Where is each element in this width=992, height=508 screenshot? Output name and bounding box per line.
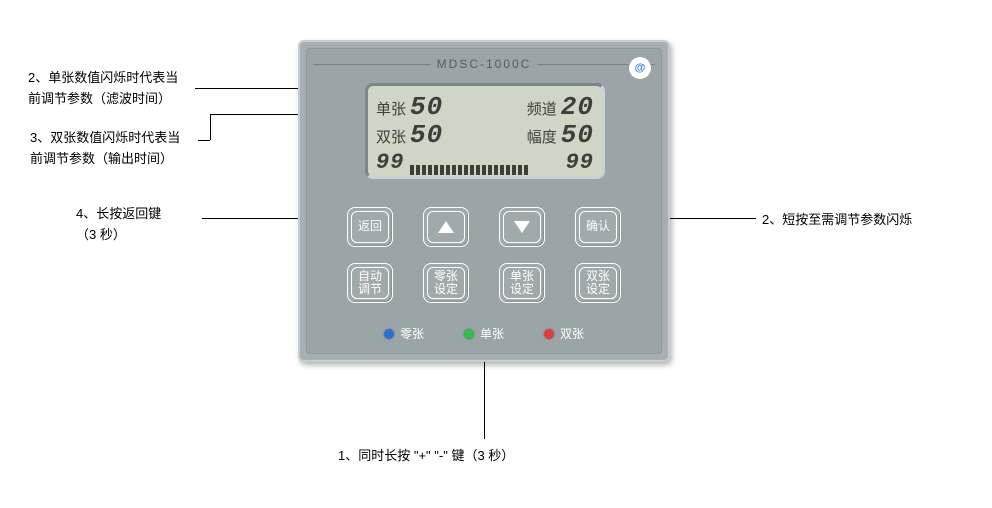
led-double: 双张 bbox=[544, 325, 584, 342]
label-l2: 设定 bbox=[510, 283, 534, 296]
lcd-value-channel: 20 bbox=[561, 92, 594, 122]
lcd-row-1: 单张 50 频道 20 bbox=[376, 92, 594, 120]
led-dot-icon bbox=[384, 329, 394, 339]
led-zero: 零张 bbox=[384, 325, 424, 342]
lcd-bottom-right: 99 bbox=[566, 150, 594, 175]
lcd-label-amplitude: 幅度 bbox=[527, 126, 557, 147]
lcd-row-2: 双张 50 幅度 50 bbox=[376, 120, 594, 148]
lcd-value-double: 50 bbox=[410, 120, 443, 150]
text: 2、短按至需调节参数闪烁 bbox=[762, 212, 912, 227]
triangle-up-icon bbox=[438, 221, 454, 233]
bar-segment bbox=[482, 165, 486, 175]
plus-button[interactable] bbox=[423, 207, 469, 247]
led-label: 单张 bbox=[480, 325, 504, 342]
text: 4、长按返回键 bbox=[76, 206, 161, 221]
led-label: 零张 bbox=[400, 325, 424, 342]
lcd-bargraph bbox=[410, 161, 559, 175]
annotation-single-blink: 2、单张数值闪烁时代表当 前调节参数（滤波时间） bbox=[28, 68, 198, 110]
lcd-label-channel: 频道 bbox=[527, 98, 557, 119]
annotation-longpress-back: 4、长按返回键 （3 秒） bbox=[76, 204, 216, 246]
controller-panel: MDSC-1000C @ 单张 50 频道 20 双张 50 bbox=[298, 40, 670, 362]
led-row: 零张 单张 双张 bbox=[307, 325, 661, 342]
text: 2、单张数值闪烁时代表当 bbox=[28, 70, 178, 85]
bar-segment bbox=[500, 165, 504, 175]
button-row-2: 自动 调节 零张 设定 单张 设定 双张 设定 bbox=[307, 263, 661, 303]
lcd-label-single: 单张 bbox=[376, 98, 406, 119]
bar-segment bbox=[434, 165, 438, 175]
single-set-button[interactable]: 单张 设定 bbox=[499, 263, 545, 303]
back-button[interactable]: 返回 bbox=[347, 207, 393, 247]
bar-segment bbox=[440, 165, 444, 175]
lcd-value-single: 50 bbox=[410, 92, 443, 122]
pointer-line bbox=[210, 114, 211, 140]
label-l2: 设定 bbox=[434, 283, 458, 296]
model-title-row: MDSC-1000C bbox=[307, 57, 661, 71]
bar-segment bbox=[458, 165, 462, 175]
bar-segment bbox=[446, 165, 450, 175]
text: （3 秒） bbox=[76, 227, 126, 242]
annotation-double-blink: 3、双张数值闪烁时代表当 前调节参数（输出时间） bbox=[30, 128, 200, 170]
bar-segment bbox=[452, 165, 456, 175]
bar-segment bbox=[422, 165, 426, 175]
bar-segment bbox=[494, 165, 498, 175]
minus-button[interactable] bbox=[499, 207, 545, 247]
bar-segment bbox=[416, 165, 420, 175]
lcd-value-amplitude: 50 bbox=[561, 120, 594, 150]
lcd-bottom-row: 99 99 bbox=[376, 150, 594, 175]
text: 1、同时长按 "+" "-" 键（3 秒） bbox=[338, 448, 514, 463]
model-label: MDSC-1000C bbox=[437, 57, 532, 71]
text: 前调节参数（输出时间） bbox=[30, 151, 173, 166]
panel-inner: MDSC-1000C @ 单张 50 频道 20 双张 50 bbox=[306, 48, 662, 354]
led-single: 单张 bbox=[464, 325, 504, 342]
bar-segment bbox=[410, 165, 414, 175]
label: 确认 bbox=[586, 220, 610, 233]
auto-adjust-button[interactable]: 自动 调节 bbox=[347, 263, 393, 303]
text: 前调节参数（滤波时间） bbox=[28, 91, 171, 106]
bar-segment bbox=[488, 165, 492, 175]
double-set-button[interactable]: 双张 设定 bbox=[575, 263, 621, 303]
pointer-line bbox=[198, 140, 210, 141]
bar-segment bbox=[524, 165, 528, 175]
bar-segment bbox=[518, 165, 522, 175]
title-rule bbox=[313, 64, 431, 65]
label-l2: 设定 bbox=[586, 283, 610, 296]
bar-segment bbox=[428, 165, 432, 175]
confirm-button[interactable]: 确认 bbox=[575, 207, 621, 247]
lcd-bottom-left: 99 bbox=[376, 150, 404, 175]
bar-segment bbox=[512, 165, 516, 175]
bar-segment bbox=[470, 165, 474, 175]
bar-segment bbox=[476, 165, 480, 175]
bar-segment bbox=[506, 165, 510, 175]
annotation-shortpress-confirm: 2、短按至需调节参数闪烁 bbox=[762, 210, 912, 231]
lcd-label-double: 双张 bbox=[376, 126, 406, 147]
brand-logo-icon: @ bbox=[629, 57, 651, 79]
bar-segment bbox=[464, 165, 468, 175]
led-dot-icon bbox=[544, 329, 554, 339]
text: 3、双张数值闪烁时代表当 bbox=[30, 130, 180, 145]
triangle-down-icon bbox=[514, 221, 530, 233]
button-row-1: 返回 确认 bbox=[307, 207, 661, 247]
led-label: 双张 bbox=[560, 325, 584, 342]
annotation-bottom-longpress: 1、同时长按 "+" "-" 键（3 秒） bbox=[338, 446, 514, 467]
label: 返回 bbox=[358, 220, 382, 233]
zero-set-button[interactable]: 零张 设定 bbox=[423, 263, 469, 303]
lcd-screen: 单张 50 频道 20 双张 50 幅度 50 99 bbox=[365, 83, 605, 179]
label-l2: 调节 bbox=[358, 283, 382, 296]
led-dot-icon bbox=[464, 329, 474, 339]
